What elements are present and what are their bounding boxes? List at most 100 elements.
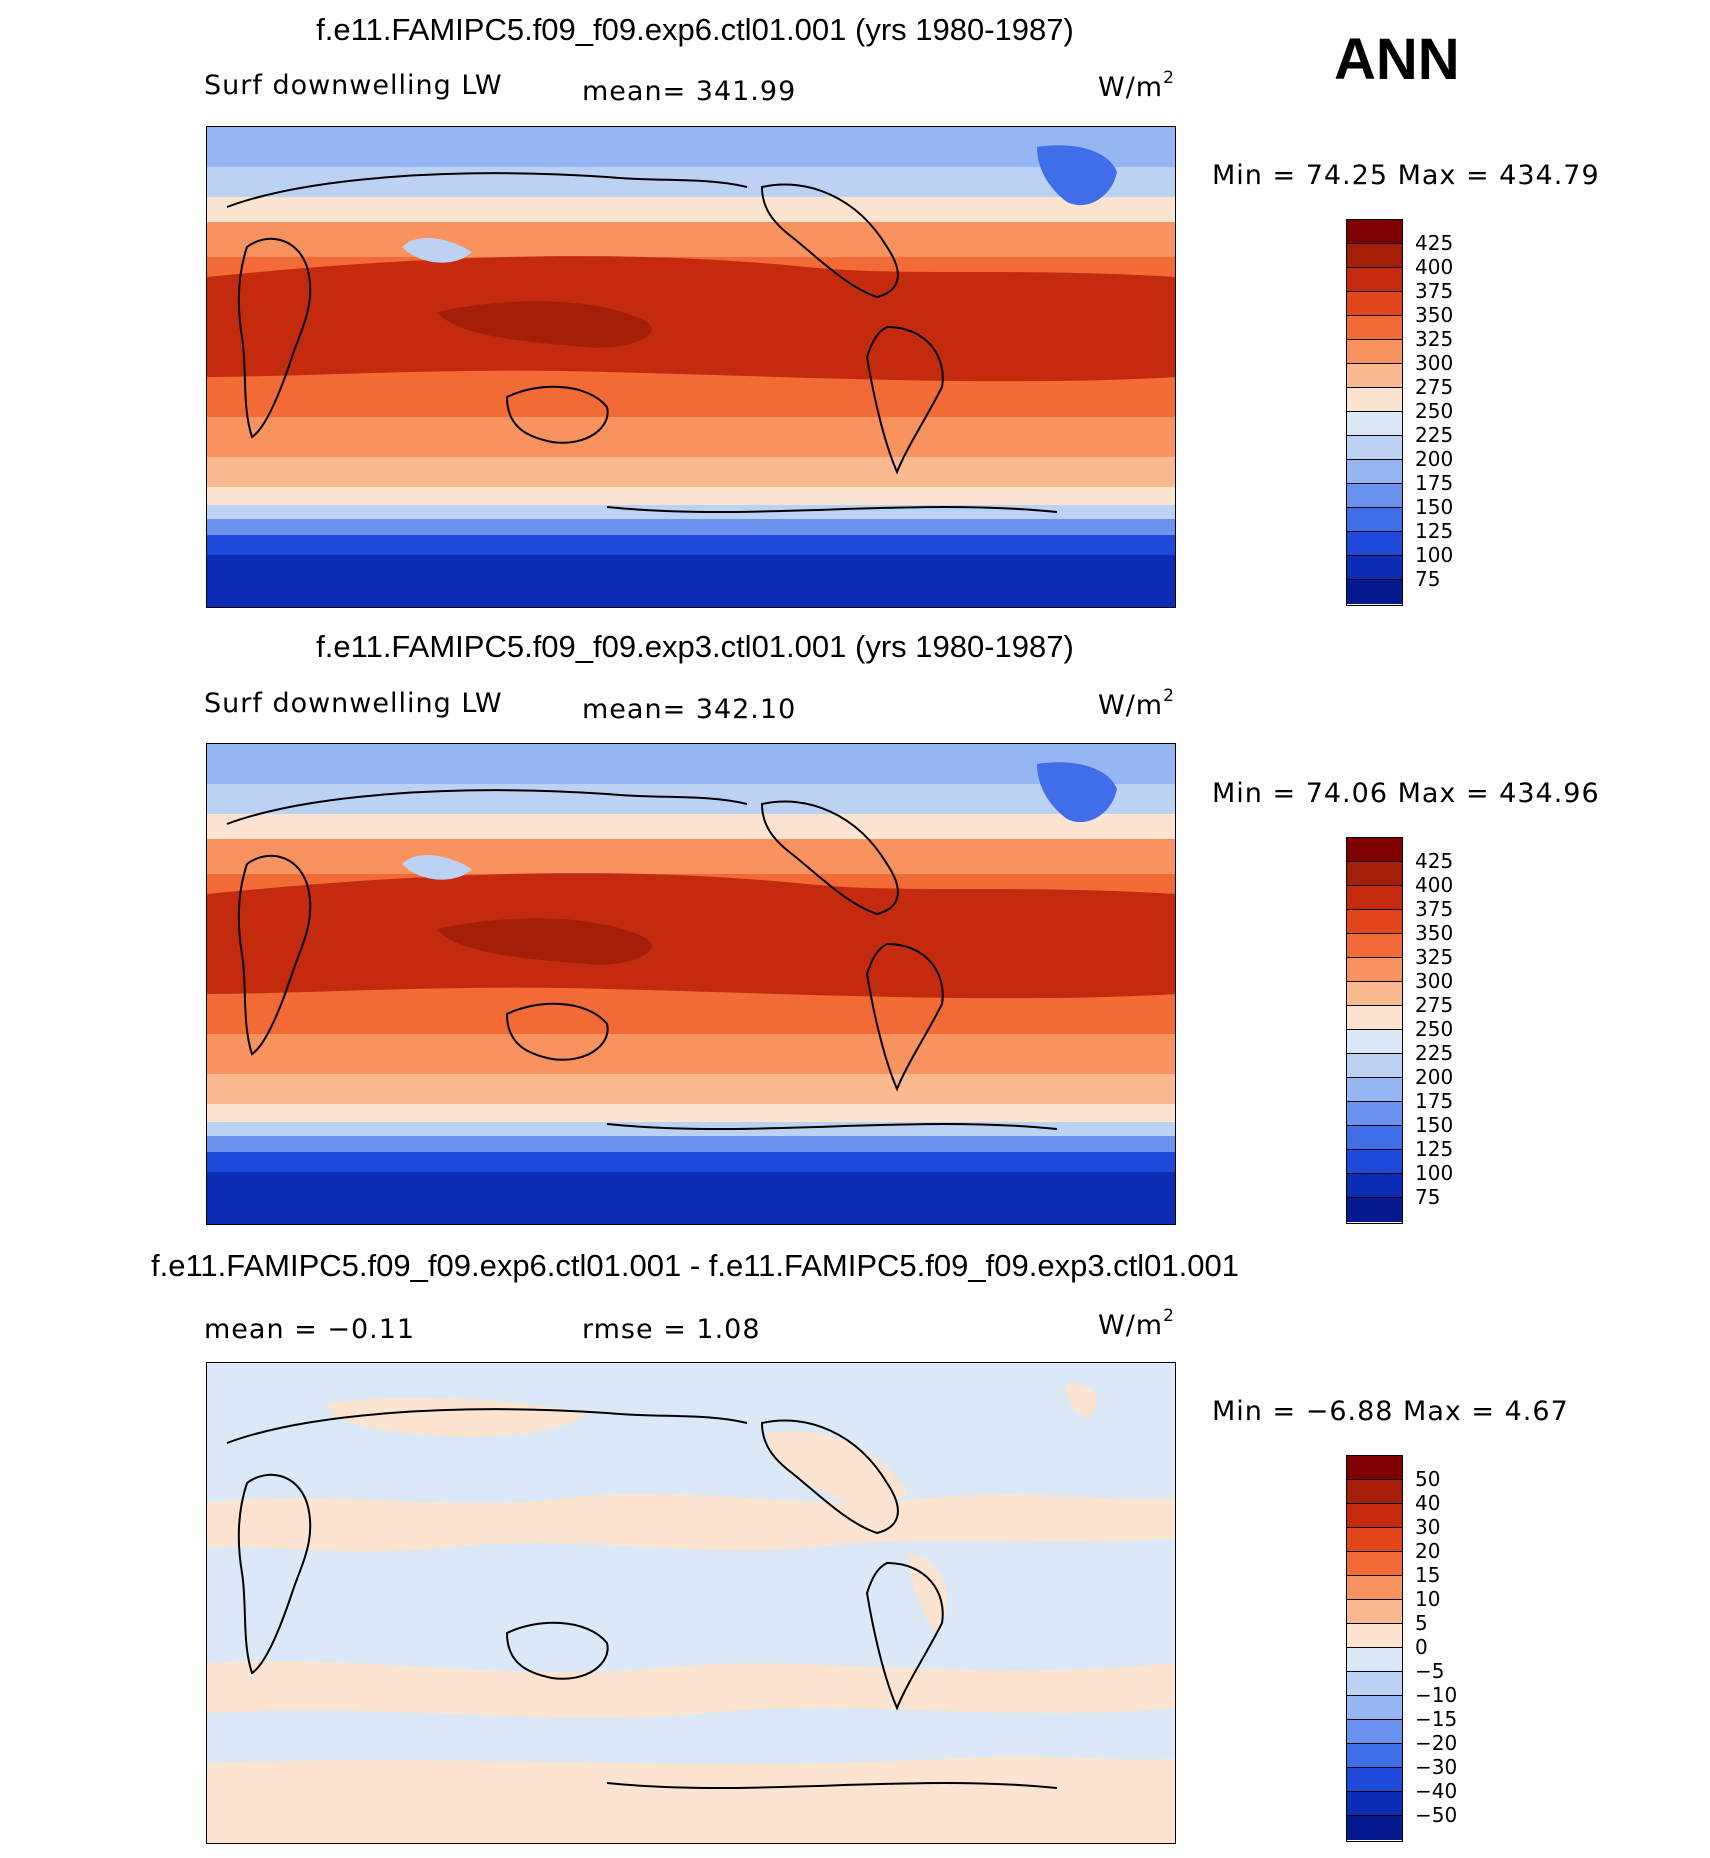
colorbar-segment [1347, 1552, 1402, 1576]
colorbar-tick-label: 325 [1415, 327, 1454, 351]
colorbar-segment [1347, 268, 1402, 292]
colorbar-tick-label: 15 [1415, 1563, 1441, 1587]
colorbar-segment [1347, 910, 1402, 934]
colorbar-tick-label: 225 [1415, 423, 1454, 447]
colorbar-segment [1347, 982, 1402, 1006]
colorbar-segment [1347, 886, 1402, 910]
colorbar-segment [1347, 412, 1402, 436]
colorbar-segment [1347, 958, 1402, 982]
panel-2-title: f.e11.FAMIPC5.f09_f09.exp3.ctl01.001 (yr… [316, 629, 1074, 664]
colorbar-tick-label: 150 [1415, 495, 1454, 519]
colorbar-tick-label: 175 [1415, 471, 1454, 495]
colorbar-tick-label: 150 [1415, 1113, 1454, 1137]
colorbar-tick-label: 200 [1415, 447, 1454, 471]
colorbar-segment [1347, 1600, 1402, 1624]
colorbar-segment [1347, 1768, 1402, 1792]
colorbar-segment [1347, 1150, 1402, 1174]
panel-3-colorbar [1346, 1455, 1403, 1842]
colorbar-segment [1347, 1198, 1402, 1222]
colorbar-segment [1347, 388, 1402, 412]
colorbar-tick-label: 375 [1415, 279, 1454, 303]
colorbar-tick-label: 250 [1415, 399, 1454, 423]
colorbar-tick-label: 125 [1415, 1137, 1454, 1161]
colorbar-tick-label: 10 [1415, 1587, 1441, 1611]
colorbar-segment [1347, 1480, 1402, 1504]
colorbar-segment [1347, 340, 1402, 364]
panel-3-map [206, 1362, 1176, 1844]
colorbar-tick-label: 225 [1415, 1041, 1454, 1065]
colorbar-segment [1347, 1174, 1402, 1198]
colorbar-segment [1347, 484, 1402, 508]
colorbar-segment [1347, 556, 1402, 580]
colorbar-tick-label: 425 [1415, 231, 1454, 255]
colorbar-tick-label: 300 [1415, 969, 1454, 993]
panel-1-map [206, 126, 1176, 608]
colorbar-tick-label: 425 [1415, 849, 1454, 873]
colorbar-tick-label: 50 [1415, 1467, 1441, 1491]
colorbar-segment [1347, 532, 1402, 556]
colorbar-tick-label: 5 [1415, 1611, 1428, 1635]
colorbar-segment [1347, 508, 1402, 532]
colorbar-tick-label: −40 [1415, 1779, 1458, 1803]
colorbar-segment [1347, 364, 1402, 388]
colorbar-segment [1347, 1720, 1402, 1744]
panel-2-map [206, 743, 1176, 1225]
panel-3-mean: mean = −0.11 [204, 1314, 416, 1345]
colorbar-segment [1347, 1030, 1402, 1054]
panel-1-variable: Surf downwelling LW [204, 70, 503, 101]
colorbar-segment [1347, 862, 1402, 886]
colorbar-segment [1347, 1054, 1402, 1078]
colorbar-segment [1347, 1504, 1402, 1528]
colorbar-tick-label: 100 [1415, 1161, 1454, 1185]
colorbar-segment [1347, 1528, 1402, 1552]
colorbar-tick-label: 200 [1415, 1065, 1454, 1089]
colorbar-segment [1347, 316, 1402, 340]
colorbar-tick-label: 275 [1415, 993, 1454, 1017]
colorbar-tick-label: 125 [1415, 519, 1454, 543]
colorbar-segment [1347, 436, 1402, 460]
panel-3-units: W/m2 [1098, 1306, 1175, 1341]
colorbar-segment [1347, 1126, 1402, 1150]
colorbar-tick-label: 400 [1415, 873, 1454, 897]
season-label: ANN [1334, 27, 1460, 92]
colorbar-tick-label: 275 [1415, 375, 1454, 399]
colorbar-tick-label: 175 [1415, 1089, 1454, 1113]
colorbar-tick-label: −30 [1415, 1755, 1458, 1779]
panel-1-units: W/m2 [1098, 68, 1175, 103]
colorbar-tick-label: 300 [1415, 351, 1454, 375]
colorbar-tick-label: 350 [1415, 921, 1454, 945]
colorbar-segment [1347, 1792, 1402, 1816]
panel-1-colorbar [1346, 219, 1403, 606]
colorbar-tick-label: 75 [1415, 1185, 1441, 1209]
colorbar-tick-label: 400 [1415, 255, 1454, 279]
panel-1-title: f.e11.FAMIPC5.f09_f09.exp6.ctl01.001 (yr… [316, 12, 1074, 47]
colorbar-tick-label: 40 [1415, 1491, 1441, 1515]
panel-1-mean: mean= 341.99 [582, 76, 797, 107]
colorbar-segment [1347, 460, 1402, 484]
colorbar-tick-label: 350 [1415, 303, 1454, 327]
panel-2-units: W/m2 [1098, 686, 1175, 721]
colorbar-segment [1347, 1672, 1402, 1696]
colorbar-segment [1347, 1102, 1402, 1126]
colorbar-tick-label: 75 [1415, 567, 1441, 591]
colorbar-tick-label: 20 [1415, 1539, 1441, 1563]
colorbar-segment [1347, 1078, 1402, 1102]
colorbar-segment [1347, 1624, 1402, 1648]
colorbar-tick-label: 375 [1415, 897, 1454, 921]
colorbar-segment [1347, 220, 1402, 244]
panel-1-minmax: Min = 74.25 Max = 434.79 [1212, 160, 1600, 191]
colorbar-segment [1347, 1006, 1402, 1030]
colorbar-tick-label: 325 [1415, 945, 1454, 969]
panel-3-minmax: Min = −6.88 Max = 4.67 [1212, 1396, 1569, 1427]
colorbar-segment [1347, 1456, 1402, 1480]
panel-2-variable: Surf downwelling LW [204, 688, 503, 719]
colorbar-tick-label: −15 [1415, 1707, 1458, 1731]
colorbar-tick-label: −10 [1415, 1683, 1458, 1707]
colorbar-segment [1347, 838, 1402, 862]
colorbar-segment [1347, 1816, 1402, 1840]
colorbar-tick-label: −20 [1415, 1731, 1458, 1755]
colorbar-tick-label: 250 [1415, 1017, 1454, 1041]
colorbar-segment [1347, 244, 1402, 268]
panel-2-minmax: Min = 74.06 Max = 434.96 [1212, 778, 1600, 809]
colorbar-tick-label: −5 [1415, 1659, 1445, 1683]
